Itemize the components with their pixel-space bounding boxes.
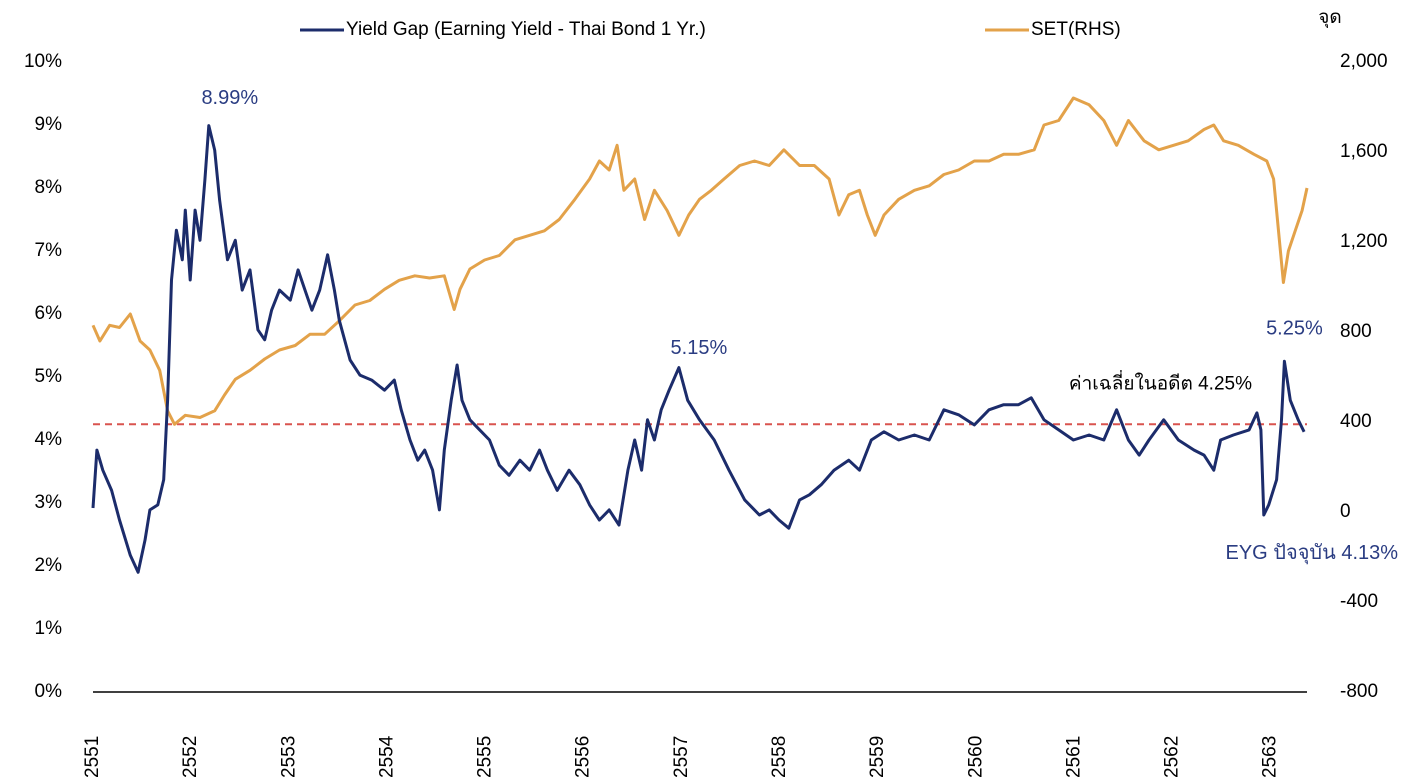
x-tick-label: 2563: [1260, 736, 1281, 778]
y2-tick-label: -400: [1340, 591, 1378, 612]
legend-label: Yield Gap (Earning Yield - Thai Bond 1 Y…: [346, 19, 706, 40]
x-tick-label: 2551: [82, 736, 103, 778]
y2-tick-label: 2,000: [1340, 51, 1388, 72]
y-tick-label: 8%: [35, 177, 63, 198]
y2-unit-label: จุด: [1318, 7, 1341, 29]
y2-tick-label: 400: [1340, 411, 1372, 432]
series-line: [91, 124, 1306, 574]
x-tick-label: 2559: [867, 736, 888, 778]
x-tick-label: 2558: [769, 736, 790, 778]
x-tick-label: 2562: [1162, 736, 1183, 778]
x-tick-label: 2557: [671, 736, 692, 778]
y-tick-label: 2%: [35, 555, 63, 576]
y-tick-label: 10%: [24, 51, 62, 72]
x-tick-label: 2556: [573, 736, 594, 778]
y-tick-label: 6%: [35, 303, 63, 324]
x-tick-label: 2561: [1063, 736, 1084, 778]
x-tick-label: 2555: [475, 736, 496, 778]
y2-tick-label: 1,600: [1340, 141, 1388, 162]
y2-tick-label: -800: [1340, 681, 1378, 702]
annotation: 5.25%: [1266, 318, 1323, 340]
x-tick-label: 2552: [180, 736, 201, 778]
annotation: 5.15%: [671, 337, 728, 359]
y-tick-label: 5%: [35, 366, 63, 387]
y2-tick-label: 0: [1340, 501, 1351, 522]
series-line: [91, 96, 1309, 426]
y-tick-label: 9%: [35, 114, 63, 135]
y-tick-label: 4%: [35, 429, 63, 450]
x-tick-label: 2554: [376, 735, 397, 778]
y-tick-label: 1%: [35, 618, 63, 639]
x-tick-label: 2560: [965, 736, 986, 778]
average-label: ค่าเฉลี่ยในอดีต 4.25%: [1069, 369, 1252, 394]
y2-tick-label: 1,200: [1340, 231, 1388, 252]
y-tick-label: 3%: [35, 492, 63, 513]
annotation: EYG ปัจจุบัน 4.13%: [1225, 542, 1398, 565]
y-tick-label: 7%: [35, 240, 63, 261]
y2-tick-label: 800: [1340, 321, 1372, 342]
legend-label: SET(RHS): [1031, 19, 1121, 40]
x-tick-label: 2553: [278, 736, 299, 778]
y-tick-label: 0%: [35, 681, 63, 702]
annotation: 8.99%: [201, 87, 258, 109]
